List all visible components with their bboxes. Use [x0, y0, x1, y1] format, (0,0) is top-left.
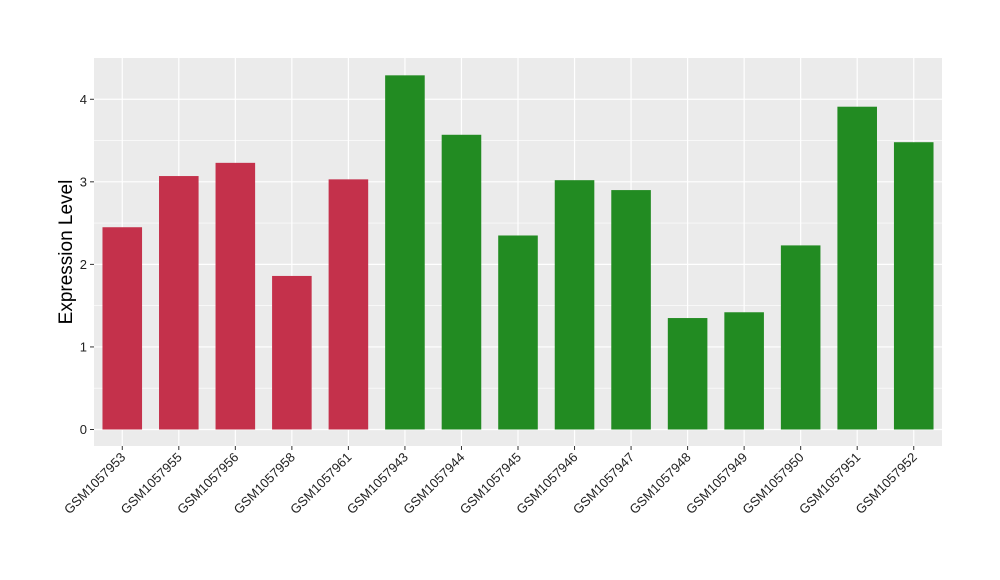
bar: [159, 176, 199, 430]
bar: [102, 227, 143, 430]
y-tick-label: 1: [80, 339, 87, 354]
y-axis-title: Expression Level: [56, 180, 77, 325]
y-tick-label: 3: [80, 174, 87, 189]
y-axis: 0 1 2 3 4: [80, 92, 94, 437]
y-tick-label: 0: [80, 422, 87, 437]
bar: [893, 142, 934, 430]
y-tick-label: 2: [80, 257, 87, 272]
bar: [328, 179, 369, 430]
x-axis: GSM1057953GSM1057955GSM1057956GSM1057958…: [61, 446, 920, 517]
bar: [215, 162, 256, 430]
bar: [667, 318, 708, 430]
y-tick-label: 4: [80, 92, 87, 107]
bar: [724, 312, 764, 430]
bar: [385, 75, 425, 430]
bar: [780, 245, 821, 430]
bar: [837, 106, 877, 430]
bar: [272, 275, 312, 430]
bar: [498, 235, 538, 430]
bar: [611, 190, 651, 430]
bar: [441, 134, 482, 430]
bar: [554, 180, 595, 430]
bars: [102, 75, 934, 430]
